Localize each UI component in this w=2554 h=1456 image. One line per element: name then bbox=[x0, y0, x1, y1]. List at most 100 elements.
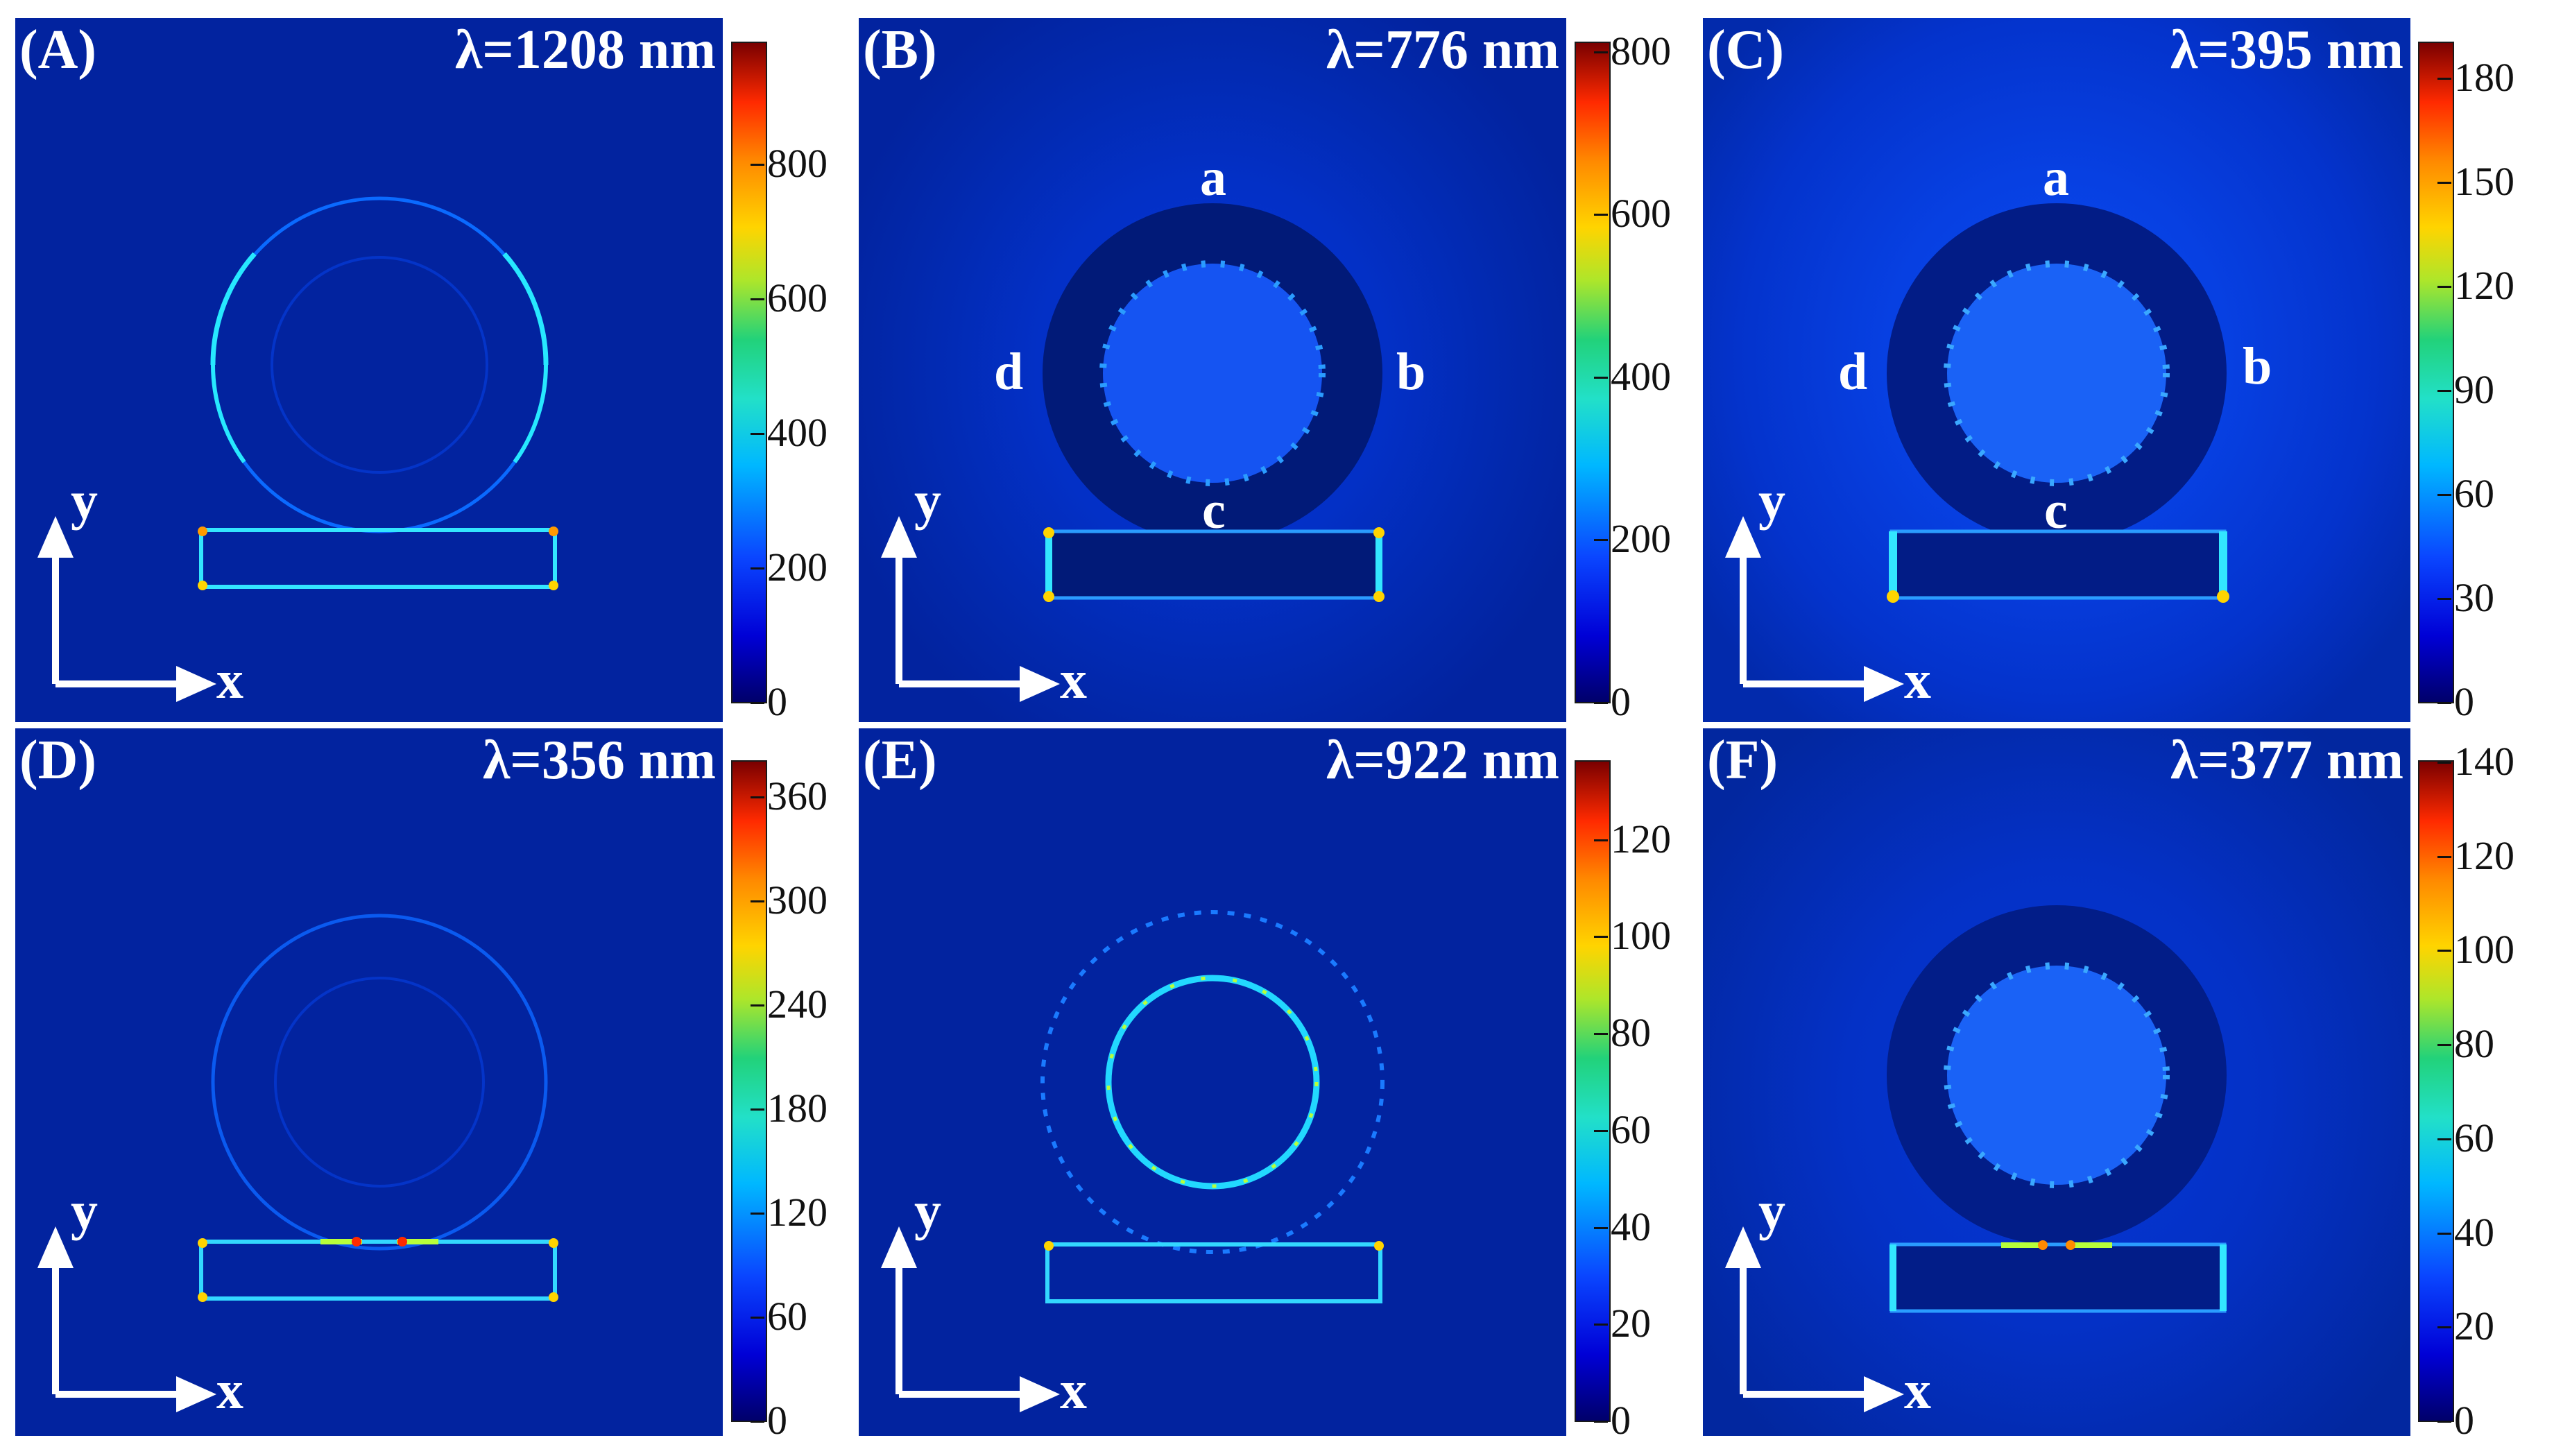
colorbar-tick bbox=[2437, 494, 2451, 496]
colorbar-tick-label: 80 bbox=[1611, 1010, 1651, 1056]
wavelength-label: λ=776 nm bbox=[1326, 19, 1559, 80]
wavelength-label: λ=356 nm bbox=[482, 730, 716, 791]
colorbar-tick-label: 360 bbox=[767, 773, 828, 819]
field-map-b bbox=[881, 203, 1385, 702]
colorbar-tick bbox=[751, 298, 764, 301]
colorbar-tick bbox=[1594, 839, 1608, 841]
point-c-label: c bbox=[1202, 481, 1226, 540]
colorbar-tick-label: 180 bbox=[2454, 55, 2514, 100]
colorbar-tick bbox=[2437, 286, 2451, 288]
field-map-f bbox=[1725, 905, 2227, 1412]
x-axis-label: x bbox=[1060, 1360, 1087, 1420]
colorbar-tick bbox=[2437, 78, 2451, 80]
colorbar-tick-label: 400 bbox=[1611, 353, 1671, 399]
colorbar-tick bbox=[1594, 1226, 1608, 1229]
colorbar-tick bbox=[2437, 182, 2451, 184]
panel-f: (F) λ=377 nm y x bbox=[1703, 728, 2410, 1436]
colorbar-tick-label: 0 bbox=[2454, 679, 2474, 724]
panel-d: (D) λ=356 nm y x bbox=[15, 728, 723, 1436]
colorbar-tick-label: 30 bbox=[2454, 575, 2494, 620]
colorbar-tick-label: 60 bbox=[1611, 1106, 1651, 1152]
colorbar-tick-label: 40 bbox=[2454, 1209, 2494, 1255]
colorbar-tick-label: 150 bbox=[2454, 159, 2514, 204]
colorbar-tick bbox=[1594, 51, 1608, 53]
colorbar-tick-label: 0 bbox=[1611, 1398, 1631, 1443]
field-map-c bbox=[1725, 203, 2229, 702]
colorbar-tick bbox=[2437, 1044, 2451, 1047]
point-b-label: b bbox=[1396, 343, 1426, 401]
point-b-label: b bbox=[2243, 337, 2272, 395]
colorbar-tick-label: 20 bbox=[1611, 1301, 1651, 1346]
colorbar-tick-label: 240 bbox=[767, 982, 828, 1027]
colorbar-tick bbox=[751, 433, 764, 436]
colorbar-tick-label: 140 bbox=[2454, 739, 2514, 784]
panel-label: (E) bbox=[863, 730, 937, 791]
colorbar-tick-label: 300 bbox=[767, 877, 828, 923]
colorbar-tick-label: 200 bbox=[767, 545, 828, 590]
colorbar-tick-label: 120 bbox=[2454, 832, 2514, 878]
colorbar-tick-label: 120 bbox=[2454, 263, 2514, 308]
x-axis-label: x bbox=[216, 1360, 243, 1420]
colorbar-tick-label: 90 bbox=[2454, 367, 2494, 412]
colorbar-tick bbox=[751, 702, 764, 704]
point-a-label: a bbox=[2043, 148, 2069, 207]
field-map-a bbox=[37, 196, 558, 702]
x-axis-label: x bbox=[1060, 649, 1087, 710]
colorbar-tick-label: 800 bbox=[1611, 28, 1671, 74]
colorbar-d bbox=[731, 760, 767, 1422]
colorbar-tick-label: 200 bbox=[1611, 516, 1671, 562]
colorbar-tick bbox=[2437, 762, 2451, 764]
colorbar-tick bbox=[1594, 936, 1608, 939]
colorbar-tick bbox=[2437, 855, 2451, 858]
colorbar-b bbox=[1575, 42, 1611, 703]
colorbar-tick bbox=[751, 796, 764, 798]
x-axis-label: x bbox=[1904, 1360, 1931, 1420]
panel-e: (E) λ=922 nm y x bbox=[859, 728, 1566, 1436]
colorbar-tick-label: 60 bbox=[2454, 1115, 2494, 1160]
colorbar-tick-label: 100 bbox=[1611, 913, 1671, 959]
colorbar-tick bbox=[751, 1213, 764, 1215]
field-map-e bbox=[881, 910, 1385, 1412]
colorbar-tick-label: 120 bbox=[1611, 816, 1671, 862]
colorbar-tick bbox=[2437, 1232, 2451, 1235]
colorbar-tick-label: 120 bbox=[767, 1190, 828, 1235]
wavelength-label: λ=377 nm bbox=[2170, 730, 2403, 791]
panel-b: (B) λ=776 nm a b c d y x bbox=[859, 18, 1566, 722]
colorbar-tick bbox=[1594, 1421, 1608, 1423]
colorbar-tick-label: 40 bbox=[1611, 1204, 1651, 1249]
colorbar-tick bbox=[1594, 1033, 1608, 1036]
colorbar-tick bbox=[751, 1421, 764, 1423]
colorbar-tick bbox=[2437, 1138, 2451, 1140]
colorbar-tick-label: 0 bbox=[1611, 679, 1631, 724]
point-d-label: d bbox=[1838, 343, 1868, 401]
x-axis-label: x bbox=[1904, 649, 1931, 710]
colorbar-tick-label: 600 bbox=[1611, 191, 1671, 237]
field-map-d bbox=[37, 914, 558, 1412]
panel-label: (C) bbox=[1707, 19, 1785, 80]
colorbar-tick-label: 0 bbox=[2454, 1398, 2474, 1443]
colorbar-tick bbox=[1594, 1129, 1608, 1132]
wavelength-label: λ=922 nm bbox=[1326, 730, 1559, 791]
colorbar-tick-label: 180 bbox=[767, 1086, 828, 1131]
y-axis-label: y bbox=[914, 470, 941, 531]
panel-label: (F) bbox=[1707, 730, 1779, 791]
colorbar-tick-label: 600 bbox=[767, 275, 828, 321]
colorbar-tick bbox=[751, 1004, 764, 1007]
colorbar-tick bbox=[751, 1108, 764, 1111]
colorbar-tick-label: 60 bbox=[767, 1294, 807, 1339]
colorbar-tick bbox=[751, 164, 764, 166]
panel-a: (A) λ=1208 nm y x bbox=[15, 18, 723, 722]
y-axis-label: y bbox=[1758, 470, 1785, 531]
panel-label: (B) bbox=[863, 19, 937, 80]
colorbar-f bbox=[2418, 760, 2454, 1422]
y-axis-label: y bbox=[71, 1181, 98, 1241]
colorbar-tick bbox=[751, 1317, 764, 1319]
panel-c: (C) λ=395 nm a b c d y x bbox=[1703, 18, 2410, 722]
point-c-label: c bbox=[2044, 481, 2068, 540]
colorbar-tick-label: 0 bbox=[767, 679, 787, 724]
y-axis-label: y bbox=[71, 470, 98, 531]
colorbar-tick bbox=[2437, 950, 2451, 952]
panel-label: (A) bbox=[19, 19, 97, 80]
colorbar-tick-label: 800 bbox=[767, 141, 828, 187]
point-d-label: d bbox=[994, 343, 1024, 401]
